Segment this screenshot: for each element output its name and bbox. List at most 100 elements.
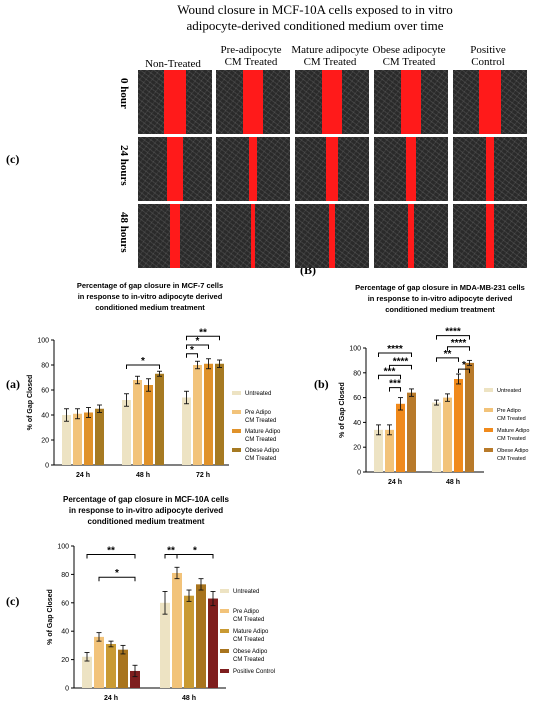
- significance-label: *: [190, 345, 194, 356]
- y-tick-label: 0: [357, 470, 361, 477]
- micrograph-r1-c4: [453, 137, 527, 201]
- legend-label: CM Treated: [233, 657, 264, 663]
- micrograph-r0-c4: [453, 70, 527, 134]
- chart-title-line: in response to in-vitro adipocyte derive…: [368, 294, 513, 303]
- significance-bracket: [98, 576, 136, 582]
- legend-swatch: [220, 609, 229, 613]
- significance-label: *: [141, 356, 145, 367]
- bar-a-s1-c2: [193, 365, 202, 465]
- significance-label: *: [115, 568, 119, 579]
- bar-c-s2-c1: [184, 595, 194, 688]
- row-label-2: 48 hours: [118, 212, 130, 253]
- y-axis-label: % of Gap Closed: [27, 375, 34, 431]
- chart-title-line: Percentage of gap closure in MDA-MB-231 …: [355, 283, 525, 292]
- bar-c-s2-c0: [106, 643, 116, 688]
- legend-label: Mature Adipo: [497, 428, 529, 434]
- micrograph-r1-c1: [216, 137, 290, 201]
- micrograph-r1-c2: [295, 137, 369, 201]
- legend-label: Untreated: [245, 391, 271, 397]
- micrograph-r0-c1: [216, 70, 290, 134]
- y-tick-label: 100: [37, 338, 49, 345]
- legend-label: Untreated: [233, 589, 259, 595]
- bar-b-s2-c1: [454, 379, 463, 472]
- micrograph-r1-c0: [138, 137, 212, 201]
- significance-bracket: [378, 374, 401, 380]
- legend-label: CM Treated: [497, 456, 526, 462]
- legend-label: Pre Adipo: [245, 410, 272, 416]
- bar-a-s0-c2: [182, 397, 191, 465]
- legend-label: Mature Adipo: [245, 429, 281, 435]
- significance-label: ***: [389, 379, 401, 390]
- micrograph-r2-c2: [295, 204, 369, 268]
- column-label-3-line1: Obese adipocyte: [372, 44, 446, 56]
- micrograph-r0-c0: [138, 70, 212, 134]
- column-label-4-line1: Positive: [470, 44, 506, 56]
- bar-a-s1-c1: [133, 380, 142, 465]
- y-tick-label: 20: [353, 445, 361, 452]
- significance-bracket: [447, 346, 470, 351]
- y-tick-label: 20: [61, 657, 69, 664]
- panel-a-label: (a): [6, 377, 20, 391]
- bar-a-s1-c0: [73, 413, 82, 465]
- wound-gap: [408, 204, 414, 268]
- significance-bracket: [436, 335, 470, 340]
- bar-b-s3-c1: [465, 362, 474, 472]
- bar-a-s2-c0: [84, 412, 93, 465]
- legend-label: Untreated: [497, 388, 521, 394]
- legend-label: CM Treated: [497, 416, 526, 422]
- significance-label: *: [193, 546, 197, 557]
- micrograph-r2-c1: [216, 204, 290, 268]
- chart-title-line: in response to in-vitro adipocyte derive…: [69, 506, 223, 515]
- legend-label: Obese Adipo: [233, 649, 268, 655]
- x-tick-label: 24 h: [388, 479, 402, 486]
- y-tick-label: 80: [353, 370, 361, 377]
- y-tick-label: 60: [353, 395, 361, 402]
- significance-bracket: [458, 368, 470, 374]
- y-tick-label: 0: [45, 463, 49, 470]
- legend-swatch: [220, 669, 229, 673]
- bar-a-s2-c1: [144, 385, 153, 465]
- figure-title-line2: adipocyte-derived conditioned medium ove…: [186, 18, 444, 33]
- wound-gap: [322, 70, 342, 134]
- column-label-0-line1: Non-Treated: [145, 58, 201, 70]
- significance-label: ****: [445, 327, 461, 338]
- column-label-1-line1: Pre-adipocyte: [220, 44, 282, 56]
- bar-a-s2-c2: [204, 363, 213, 465]
- chart-title-line: Percentage of gap closure in MCF-10A cel…: [63, 495, 230, 504]
- bar-c-s1-c1: [172, 572, 182, 688]
- significance-bracket: [436, 357, 459, 362]
- significance-label: **: [167, 546, 175, 557]
- column-label-3: Obese adipocyte CM Treated: [369, 44, 449, 68]
- bar-c-s4-c0: [130, 670, 140, 688]
- x-tick-label: 24 h: [76, 472, 90, 479]
- y-tick-label: 0: [65, 686, 69, 693]
- y-tick-label: 40: [353, 420, 361, 427]
- legend-label: CM Treated: [497, 436, 526, 442]
- wound-gap: [169, 204, 181, 268]
- micrograph-r1-c3: [374, 137, 448, 201]
- legend-swatch: [220, 649, 229, 653]
- x-tick-label: 72 h: [196, 472, 210, 479]
- legend-swatch: [484, 428, 493, 432]
- bar-a-s3-c0: [95, 408, 104, 465]
- chart-c: Percentage of gap closure in MCF-10A cel…: [47, 495, 275, 702]
- y-tick-label: 100: [57, 544, 69, 551]
- y-tick-label: 100: [349, 346, 361, 353]
- column-label-4: Positive Control: [448, 44, 528, 68]
- significance-label: **: [444, 349, 452, 360]
- bar-a-s3-c1: [155, 373, 164, 465]
- chart-title-line: Percentage of gap closure in MCF-7 cells: [77, 281, 223, 290]
- significance-bracket: [389, 364, 412, 370]
- bar-c-s4-c1: [208, 598, 218, 688]
- significance-label: *: [462, 360, 466, 371]
- bar-c-s0-c0: [82, 656, 92, 688]
- legend-swatch: [484, 388, 493, 392]
- chart-title-line: conditioned medium treatment: [95, 303, 205, 312]
- wound-gap: [401, 70, 421, 134]
- significance-bracket: [126, 364, 160, 369]
- legend-swatch: [232, 448, 241, 452]
- micrograph-r0-c3: [374, 70, 448, 134]
- legend-swatch: [484, 448, 493, 452]
- legend-label: Obese Adipo: [497, 448, 529, 454]
- bar-c-s0-c1: [160, 602, 170, 688]
